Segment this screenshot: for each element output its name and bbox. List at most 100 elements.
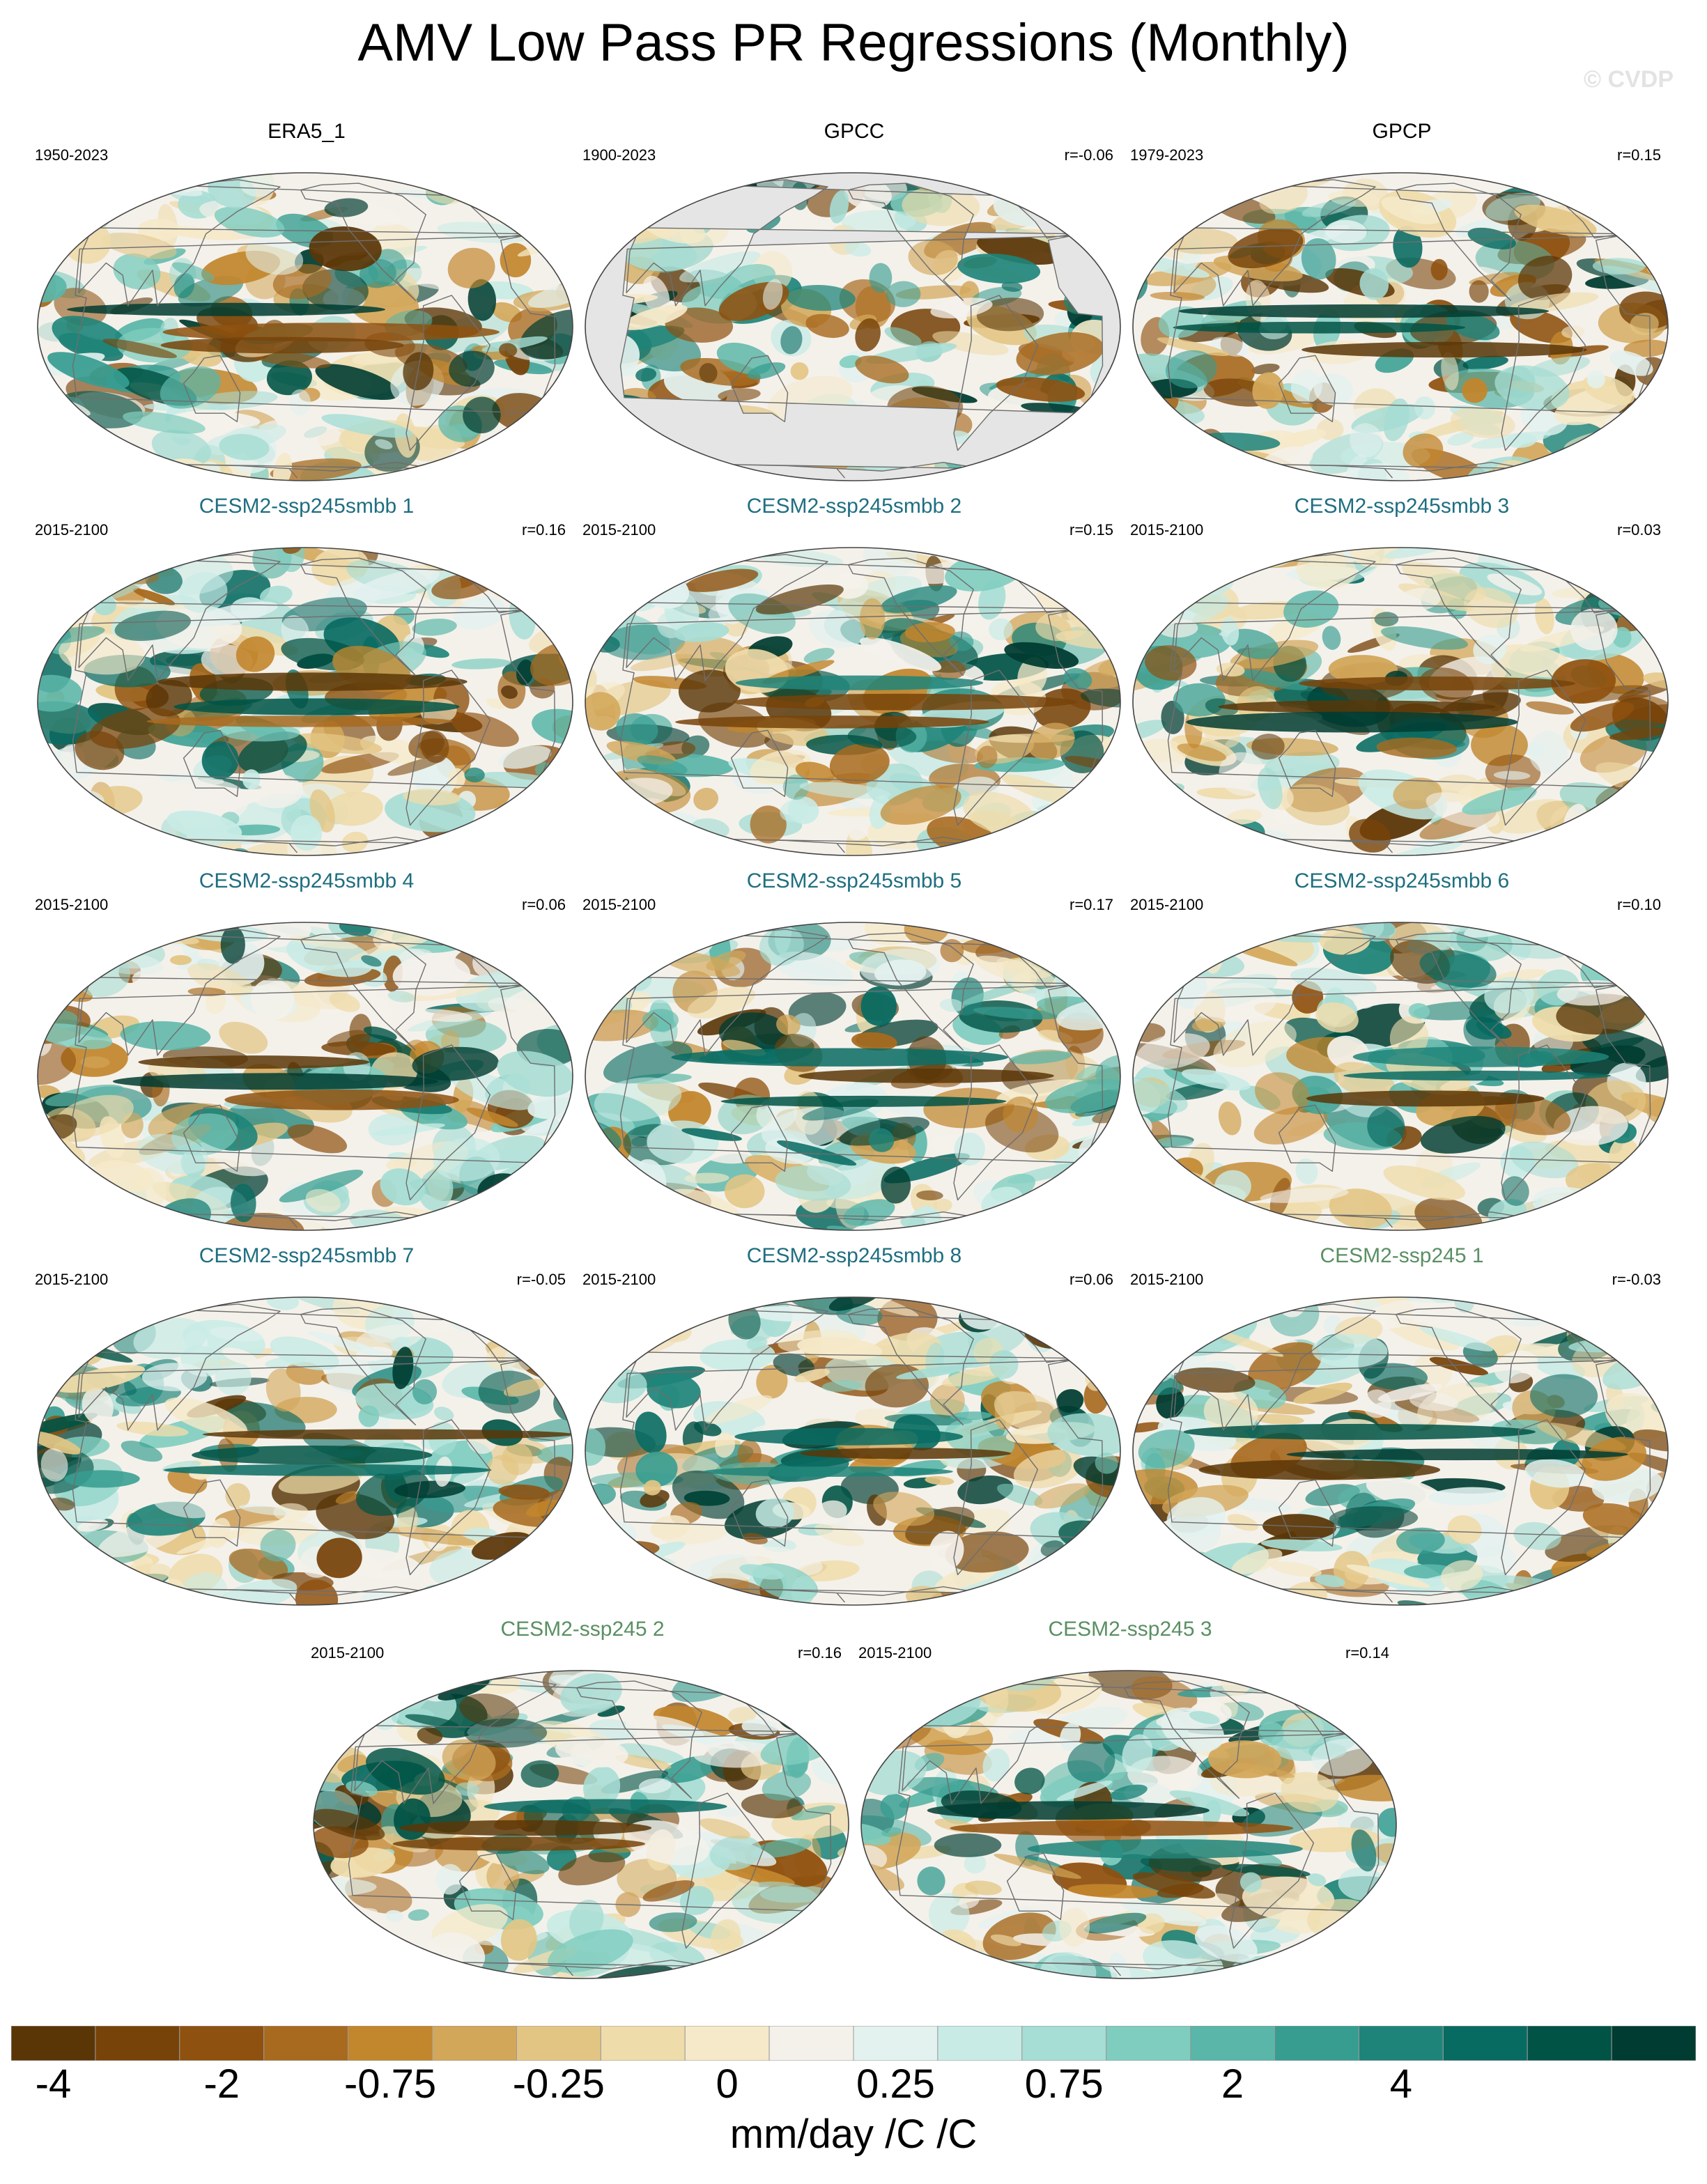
- panel-title: CESM2-ssp245smbb 4: [199, 869, 415, 892]
- colorbar-segment: [11, 2026, 96, 2061]
- map-border: [37, 922, 573, 1231]
- map-border: [37, 547, 573, 856]
- colorbar-tick: -2: [203, 2061, 240, 2107]
- map-panel: GPCP 1979-2023 r=0.15: [1130, 120, 1674, 482]
- map-border: [585, 547, 1121, 856]
- world-map: [585, 547, 1121, 856]
- map-panel: CESM2-ssp245smbb 6 2015-2100 r=0.10: [1130, 869, 1674, 1232]
- map-panel: CESM2-ssp245 3 2015-2100 r=0.14: [858, 1618, 1402, 1980]
- colorbar-tick-labels: -4 -2 -0.75 -0.25 0 0.25 0.75 2 4: [0, 2061, 1707, 2116]
- world-map: [585, 922, 1121, 1231]
- panel-title: CESM2-ssp245smbb 8: [746, 1244, 962, 1267]
- map-panel: CESM2-ssp245smbb 3 2015-2100 r=0.03: [1130, 495, 1674, 857]
- world-map: [585, 1296, 1121, 1606]
- panel-correlation: r=0.15: [1617, 146, 1661, 164]
- colorbar-segment: [432, 2026, 517, 2061]
- colorbar-segment: [516, 2026, 601, 2061]
- colorbar-segment: [1190, 2026, 1275, 2061]
- colorbar-segment: [1527, 2026, 1612, 2061]
- panel-correlation: r=-0.03: [1612, 1271, 1661, 1288]
- map-border: [860, 1670, 1397, 1979]
- panel-title: CESM2-ssp245smbb 1: [199, 495, 415, 518]
- world-map: [37, 1296, 573, 1606]
- world-map: [585, 172, 1121, 481]
- map-border: [585, 1296, 1121, 1606]
- map-panel: CESM2-ssp245smbb 8 2015-2100 r=0.06: [582, 1244, 1126, 1606]
- panel-correlation: r=0.15: [1069, 521, 1113, 539]
- colorbar-segment: [937, 2026, 1023, 2061]
- map-border: [1132, 547, 1669, 856]
- colorbar-tick: 0.25: [856, 2061, 935, 2107]
- panel-period: 2015-2100: [858, 1644, 932, 1662]
- map-border: [1132, 1296, 1669, 1606]
- panel-period: 2015-2100: [582, 1271, 656, 1288]
- colorbar-segment: [853, 2026, 939, 2061]
- colorbar-tick: -0.25: [512, 2061, 605, 2107]
- colorbar-tick: 2: [1221, 2061, 1244, 2107]
- colorbar-segment: [348, 2026, 433, 2061]
- world-map: [37, 172, 573, 481]
- panel-title: ERA5_1: [268, 120, 346, 143]
- map-border: [585, 172, 1121, 481]
- map-panel: GPCC 1900-2023 r=-0.06: [582, 120, 1126, 482]
- panel-title: CESM2-ssp245smbb 7: [199, 1244, 415, 1267]
- panel-period: 2015-2100: [1130, 1271, 1204, 1288]
- panel-period: 2015-2100: [311, 1644, 385, 1662]
- panel-period: 2015-2100: [582, 521, 656, 539]
- panel-correlation: r=0.16: [522, 521, 566, 539]
- panel-period: 2015-2100: [1130, 896, 1204, 913]
- world-map: [37, 547, 573, 856]
- panel-correlation: r=0.17: [1069, 896, 1113, 913]
- panel-period: 2015-2100: [1130, 521, 1204, 539]
- colorbar-segment: [600, 2026, 686, 2061]
- coastlines: [619, 179, 1104, 479]
- panel-correlation: r=0.16: [798, 1644, 842, 1662]
- map-panel: CESM2-ssp245 1 2015-2100 r=-0.03: [1130, 1244, 1674, 1606]
- map-panel: CESM2-ssp245smbb 1 2015-2100 r=0.16: [35, 495, 578, 857]
- panel-correlation: r=0.10: [1617, 896, 1661, 913]
- panel-correlation: r=0.14: [1345, 1644, 1389, 1662]
- colorbar-segment: [1358, 2026, 1444, 2061]
- panel-correlation: r=0.06: [1069, 1271, 1113, 1288]
- coastlines: [1167, 554, 1651, 853]
- map-border: [37, 1296, 573, 1606]
- cvdp-watermark: © CVDP: [1584, 66, 1674, 93]
- map-panel: ERA5_1 1950-2023: [35, 120, 578, 482]
- panel-period: 2015-2100: [35, 1271, 109, 1288]
- map-border: [313, 1670, 849, 1979]
- colorbar-segment: [684, 2026, 770, 2061]
- colorbar-segment: [263, 2026, 349, 2061]
- colorbar-tick: 0.75: [1024, 2061, 1104, 2107]
- panel-correlation: r=-0.05: [516, 1271, 566, 1288]
- world-map: [860, 1670, 1397, 1979]
- colorbar-tick: 0: [716, 2061, 739, 2107]
- panel-title: GPCP: [1372, 120, 1432, 143]
- colorbar: [11, 2026, 1696, 2061]
- colorbar-tick: -4: [35, 2061, 72, 2107]
- map-border: [37, 172, 573, 481]
- panel-title: CESM2-ssp245smbb 6: [1294, 869, 1510, 892]
- panel-period: 2015-2100: [35, 521, 109, 539]
- map-panel: CESM2-ssp245smbb 4 2015-2100 r=0.06: [35, 869, 578, 1232]
- colorbar-segment: [1442, 2026, 1528, 2061]
- panel-title: CESM2-ssp245 3: [1048, 1618, 1212, 1641]
- colorbar-segment: [1611, 2026, 1696, 2061]
- map-panel: CESM2-ssp245smbb 5 2015-2100 r=0.17: [582, 869, 1126, 1232]
- map-panel: CESM2-ssp245smbb 7 2015-2100 r=-0.05: [35, 1244, 578, 1606]
- figure-title: AMV Low Pass PR Regressions (Monthly): [357, 13, 1350, 72]
- panel-title: CESM2-ssp245smbb 2: [746, 495, 962, 518]
- panel-correlation: r=0.06: [522, 896, 566, 913]
- panel-correlation: r=0.03: [1617, 521, 1661, 539]
- colorbar-segment: [179, 2026, 265, 2061]
- map-border: [585, 922, 1121, 1231]
- panel-period: 1979-2023: [1130, 146, 1204, 164]
- precip-anomaly-field: [1133, 922, 1668, 1230]
- panel-title: CESM2-ssp245 1: [1320, 1244, 1484, 1267]
- world-map: [37, 922, 573, 1231]
- panel-title: GPCC: [824, 120, 885, 143]
- colorbar-tick: -0.75: [343, 2061, 437, 2107]
- world-map: [1132, 172, 1669, 481]
- panel-correlation: r=-0.06: [1064, 146, 1113, 164]
- world-map: [1132, 547, 1669, 856]
- world-map: [1132, 922, 1669, 1231]
